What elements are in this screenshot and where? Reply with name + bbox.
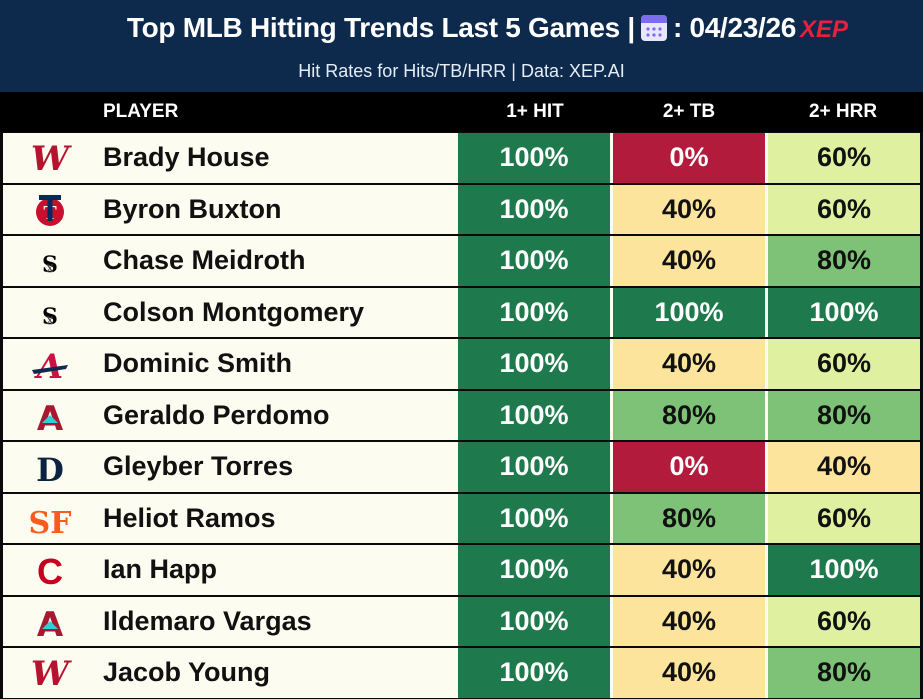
player-name: Byron Buxton [103,193,282,224]
tb-rate-cell: 40% [613,596,765,646]
reds-logo [24,551,76,589]
title-prefix: Top MLB Hitting Trends Last 5 Games | [126,12,635,43]
tb-rate-cell: 0% [613,442,765,492]
tb-rate-cell: 80% [613,493,765,543]
player-name: Dominic Smith [103,348,293,378]
hit-rate-cell: 100% [458,390,610,440]
tb-rate-cell: 40% [613,236,765,286]
hit-rate-cell: 100% [458,442,610,492]
table-row: Heliot Ramos 100% 80% 60% [0,493,923,545]
giants-logo [24,500,76,538]
title: Top MLB Hitting Trends Last 5 Games | : … [0,8,923,48]
hrr-rate-cell: 60% [768,596,920,646]
xep-logo-text: XEP [800,16,849,43]
hit-rate-cell: 100% [458,236,610,286]
calendar-icon [640,15,667,41]
table-row: Ian Happ 100% 40% 100% [0,544,923,596]
hrr-rate-cell: 80% [768,236,920,286]
table-row: Chase Meidroth 100% 40% 80% [0,235,923,287]
tb-rate-cell: 40% [613,339,765,389]
hit-rate-cell: 100% [458,493,610,543]
white-sox-logo [24,294,76,332]
white-sox-logo [24,242,76,280]
tb-rate-cell: 100% [613,287,765,337]
player-name: Geraldo Perdomo [103,399,330,430]
player-name: Heliot Ramos [103,502,276,533]
braves-logo [24,345,76,383]
player-name: Jacob Young [103,657,271,687]
hit-rate-cell: 100% [458,133,610,183]
diamondbacks-logo [24,397,76,435]
hit-rate-cell: 100% [458,287,610,337]
hit-rate-cell: 100% [458,339,610,389]
player-name: Ildemaro Vargas [103,605,312,636]
table-row: Byron Buxton 100% 40% 60% [0,184,923,236]
column-header-hrr: 2+ HRR [808,101,878,122]
player-name: Ian Happ [103,554,218,584]
player-table: Brady House 100% 0% 60% Byron Buxton 100% 40% 6… [0,132,923,699]
subtitle: Hit Rates for Hits/TB/HRR | Data: XEP.AI [298,61,625,81]
hrr-rate-cell: 60% [768,339,920,389]
player-name: Gleyber Torres [103,451,294,481]
hit-rate-cell: 100% [458,596,610,646]
hrr-rate-cell: 40% [768,442,920,492]
table-row: Colson Montgomery 100% 100% 100% [0,287,923,339]
hrr-rate-cell: 80% [768,390,920,440]
table-row: Ildemaro Vargas 100% 40% 60% [0,596,923,648]
column-header-hit: 1+ HIT [506,101,564,122]
table-row: Brady House 100% 0% 60% [0,132,923,184]
table-row: Dominic Smith 100% 40% 60% [0,338,923,390]
tb-rate-cell: 40% [613,648,765,698]
hrr-rate-cell: 100% [768,287,920,337]
tb-rate-cell: 40% [613,184,765,234]
hrr-rate-cell: 60% [768,184,920,234]
player-name: Chase Meidroth [103,245,306,275]
player-name: Brady House [103,142,270,172]
tb-rate-cell: 40% [613,545,765,595]
tb-rate-cell: 0% [613,133,765,183]
table-row: Geraldo Perdomo 100% 80% 80% [0,390,923,442]
tb-rate-cell: 80% [613,390,765,440]
hrr-rate-cell: 60% [768,493,920,543]
nationals-logo [24,654,76,692]
header: Top MLB Hitting Trends Last 5 Games | : … [0,0,923,92]
tigers-logo [24,448,76,486]
hit-rate-cell: 100% [458,545,610,595]
hit-rate-cell: 100% [458,184,610,234]
hrr-rate-cell: 80% [768,648,920,698]
twins-logo [24,191,76,229]
hit-rate-cell: 100% [458,648,610,698]
hrr-rate-cell: 100% [768,545,920,595]
player-name: Colson Montgomery [103,296,364,327]
column-header-tb: 2+ TB [662,101,716,122]
column-header-row: PLAYER 1+ HIT 2+ TB 2+ HRR [0,92,923,132]
table-row: Jacob Young 100% 40% 80% [0,647,923,699]
hrr-rate-cell: 60% [768,133,920,183]
diamondbacks-logo [24,603,76,641]
column-header-player: PLAYER [103,101,179,122]
title-date: : 04/23/26 [672,12,797,43]
nationals-logo [24,139,76,177]
table-row: Gleyber Torres 100% 0% 40% [0,441,923,493]
xep-logo: XEP [800,15,860,45]
